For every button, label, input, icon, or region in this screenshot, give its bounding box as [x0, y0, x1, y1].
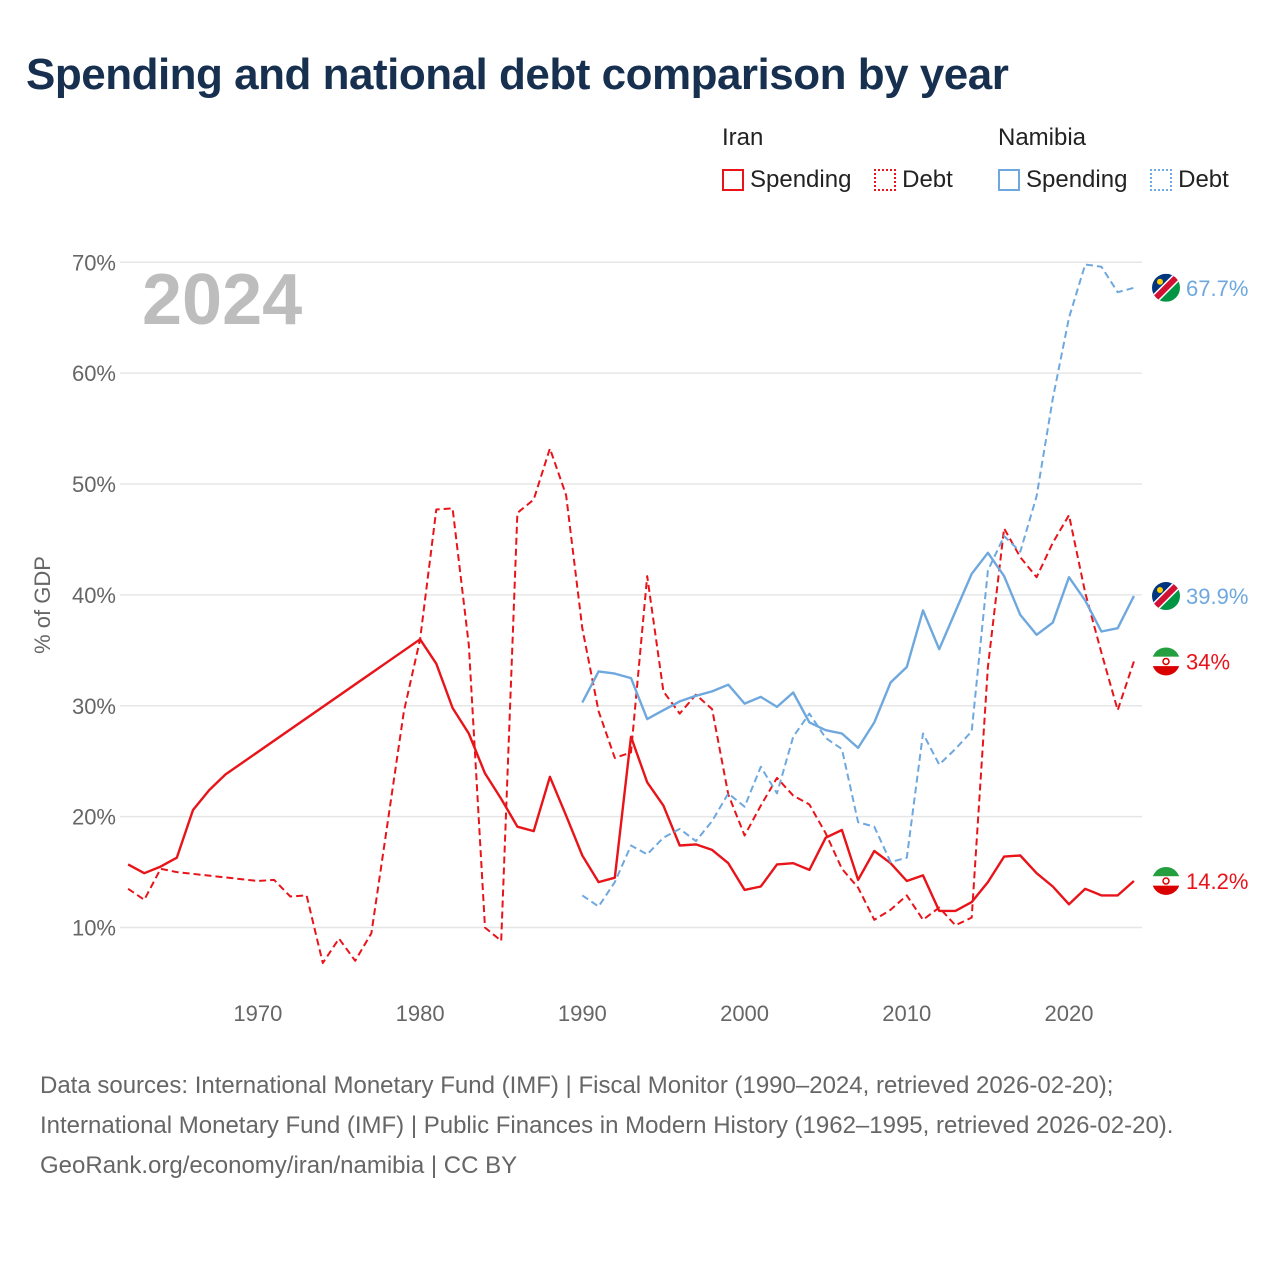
iran-flag-icon: [1152, 647, 1180, 676]
line-chart: 2024 % of GDP 10% 20% 30% 40% 50% 60% 70% 1970…: [30, 250, 1248, 1026]
y-axis-ticks: 10% 20% 30% 40% 50% 60% 70%: [72, 250, 116, 940]
y-tick-label: 70%: [72, 250, 116, 275]
year-watermark: 2024: [142, 260, 302, 340]
namibia-flag-icon: [1152, 582, 1180, 611]
legend-label: Debt: [1178, 166, 1229, 193]
series-line-namibia-debt: [581, 263, 1135, 908]
y-tick-label: 40%: [72, 583, 116, 608]
end-marker-iran-spending: 14.2%: [1152, 866, 1248, 895]
x-tick-label: 2010: [882, 1001, 931, 1026]
legend-item-iran-spending[interactable]: Spending: [722, 166, 851, 194]
legend-swatch-solid: [722, 169, 744, 191]
footer: Data sources: International Monetary Fun…: [40, 1066, 1240, 1186]
x-tick-label: 1990: [558, 1001, 607, 1026]
end-value-label: 39.9%: [1186, 584, 1248, 609]
end-value-label: 34%: [1186, 649, 1230, 674]
end-value-label: 14.2%: [1186, 869, 1248, 894]
end-marker-iran-debt: 34%: [1152, 647, 1230, 676]
legend-label: Spending: [1026, 166, 1128, 193]
x-tick-label: 1970: [233, 1001, 282, 1026]
legend-iran: Iran Spending Debt: [722, 124, 969, 198]
legend-item-namibia-debt[interactable]: Debt: [1150, 166, 1229, 194]
legend-country-iran: Iran: [722, 124, 764, 151]
data-sources: Data sources: International Monetary Fun…: [40, 1072, 1174, 1139]
gridlines: [120, 261, 1142, 929]
legend-swatch-dotted: [1150, 169, 1173, 191]
y-tick-label: 10%: [72, 916, 116, 941]
series-line-namibia-spending: [581, 551, 1135, 750]
x-tick-label: 2020: [1045, 1001, 1094, 1026]
legend-item-iran-debt[interactable]: Debt: [874, 166, 953, 194]
end-marker-namibia-debt: 67.7%: [1152, 273, 1248, 302]
y-tick-label: 50%: [72, 472, 116, 497]
chart-title: Spending and national debt comparison by…: [26, 50, 1009, 99]
legend-item-namibia-spending[interactable]: Spending: [998, 166, 1127, 194]
series-end-markers: 14.2% 34% 39.9% 67.7%: [1152, 273, 1248, 895]
legend-label: Spending: [750, 166, 852, 193]
credit-link[interactable]: GeoRank.org/economy/iran/namibia | CC BY: [40, 1152, 518, 1179]
legend-swatch-solid: [998, 169, 1020, 191]
series-line-iran-spending: [127, 638, 1135, 913]
legend-country-namibia: Namibia: [998, 124, 1087, 151]
end-marker-namibia-spending: 39.9%: [1152, 582, 1248, 611]
series-lines: [127, 263, 1135, 964]
namibia-flag-icon: [1152, 273, 1180, 302]
series-line-iran-debt: [127, 447, 1135, 964]
legend-label: Debt: [902, 166, 953, 193]
x-tick-label: 1980: [396, 1001, 445, 1026]
iran-flag-icon: [1152, 866, 1180, 895]
y-axis-title: % of GDP: [30, 556, 55, 654]
legend-swatch-dotted: [874, 169, 897, 191]
y-tick-label: 20%: [72, 805, 116, 830]
y-tick-label: 60%: [72, 361, 116, 386]
legend-namibia: Namibia Spending Debt: [998, 124, 1245, 198]
x-tick-label: 2000: [720, 1001, 769, 1026]
x-axis-ticks: 1970 1980 1990 2000 2010 2020: [233, 1001, 1093, 1026]
y-tick-label: 30%: [72, 694, 116, 719]
end-value-label: 67.7%: [1186, 276, 1248, 301]
